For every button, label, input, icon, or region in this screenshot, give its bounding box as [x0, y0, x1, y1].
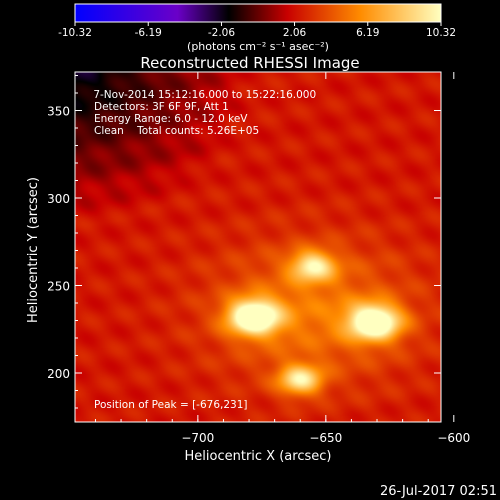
colorbar-units: (photons cm⁻² s⁻¹ asec⁻²)	[187, 40, 329, 53]
x-tick-label: −700	[181, 431, 214, 445]
x-tick-label: −650	[309, 431, 342, 445]
annotation-block: 7-Nov-2014 15:12:16.000 to 15:22:16.000 …	[90, 89, 316, 411]
colorbar-ticks: -10.32 -6.19 -2.06 2.06 6.19 10.32	[58, 22, 456, 39]
y-tick-label: 300	[47, 192, 70, 206]
y-axis-label: Heliocentric Y (arcsec)	[26, 177, 41, 323]
colorbar-tick-label: -2.06	[208, 27, 235, 39]
heatmap-area	[74, 71, 442, 423]
annotation-energy: Energy Range: 6.0 - 12.0 keV	[94, 113, 248, 125]
annotation-peak-position: Position of Peak = [-676,231]	[94, 399, 248, 411]
colorbar-tick-label: 2.06	[283, 27, 307, 39]
x-axis: −700 −650 −600	[94, 72, 470, 445]
colorbar-tick-label: -6.19	[135, 27, 162, 39]
y-tick-label: 200	[47, 367, 70, 381]
plot-frame	[74, 71, 442, 423]
colorbar-tick-label: 10.32	[426, 27, 456, 39]
heatmap-canvas	[75, 72, 441, 422]
y-axis: 200 250 300 350	[47, 75, 441, 409]
colorbar-tick-label: 6.19	[356, 27, 379, 39]
y-tick-label: 250	[47, 280, 70, 294]
chart-title: Reconstructed RHESSI Image	[140, 54, 359, 72]
x-tick-label: −600	[437, 431, 470, 445]
colorbar: -10.32 -6.19 -2.06 2.06 6.19 10.32 (photons c…	[58, 3, 456, 53]
colorbar-gradient	[74, 3, 442, 23]
annotation-time-range: 7-Nov-2014 15:12:16.000 to 15:22:16.000	[90, 89, 316, 101]
colorbar-tick-label: -10.32	[58, 27, 92, 39]
annotation-detectors: Detectors: 3F 6F 9F, Att 1	[94, 101, 229, 113]
footer-timestamp: 26-Jul-2017 02:51	[380, 484, 497, 499]
annotation-clean: Clean Total counts: 5.26E+05	[94, 125, 259, 137]
x-axis-label: Heliocentric X (arcsec)	[185, 449, 332, 464]
y-tick-label: 350	[47, 105, 70, 119]
